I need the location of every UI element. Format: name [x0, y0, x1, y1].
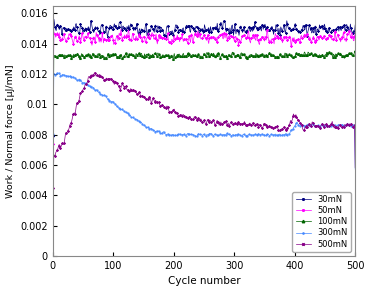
100mN — [299, 53, 303, 57]
500mN — [231, 122, 236, 126]
30mN — [197, 32, 201, 35]
50mN — [215, 39, 219, 43]
50mN — [353, 32, 357, 35]
300mN — [299, 123, 303, 127]
500mN — [346, 123, 351, 127]
500mN — [51, 186, 55, 190]
50mN — [119, 27, 123, 31]
30mN — [299, 28, 303, 31]
30mN — [215, 22, 219, 25]
100mN — [231, 51, 235, 55]
Legend: 30mN, 50mN, 100mN, 300mN, 500mN: 30mN, 50mN, 100mN, 300mN, 500mN — [292, 192, 351, 252]
100mN — [194, 55, 199, 58]
500mN — [195, 118, 199, 122]
100mN — [346, 54, 350, 58]
100mN — [196, 52, 201, 56]
500mN — [92, 71, 97, 74]
100mN — [51, 153, 55, 157]
50mN — [195, 32, 199, 35]
500mN — [215, 119, 219, 122]
30mN — [51, 18, 56, 21]
50mN — [51, 142, 55, 146]
50mN — [299, 34, 303, 37]
300mN — [195, 134, 199, 137]
300mN — [215, 133, 219, 137]
30mN — [231, 34, 236, 37]
300mN — [51, 133, 55, 136]
Line: 300mN: 300mN — [53, 72, 356, 170]
50mN — [231, 36, 236, 39]
Line: 500mN: 500mN — [53, 72, 356, 189]
300mN — [55, 71, 60, 75]
Y-axis label: Work / Normal force [μJ/mN]: Work / Normal force [μJ/mN] — [6, 64, 14, 198]
100mN — [353, 50, 357, 54]
30mN — [346, 27, 351, 30]
500mN — [299, 122, 303, 126]
X-axis label: Cycle number: Cycle number — [168, 277, 240, 286]
300mN — [231, 133, 236, 137]
300mN — [197, 132, 201, 136]
300mN — [346, 124, 351, 127]
300mN — [353, 167, 357, 171]
50mN — [346, 30, 351, 33]
100mN — [352, 49, 357, 53]
30mN — [51, 134, 55, 138]
Line: 100mN: 100mN — [53, 50, 356, 156]
30mN — [195, 26, 199, 29]
Line: 30mN: 30mN — [53, 18, 356, 137]
50mN — [197, 36, 201, 39]
500mN — [353, 166, 357, 169]
500mN — [197, 118, 201, 121]
100mN — [214, 53, 219, 57]
30mN — [353, 23, 357, 27]
Line: 50mN: 50mN — [53, 28, 356, 145]
